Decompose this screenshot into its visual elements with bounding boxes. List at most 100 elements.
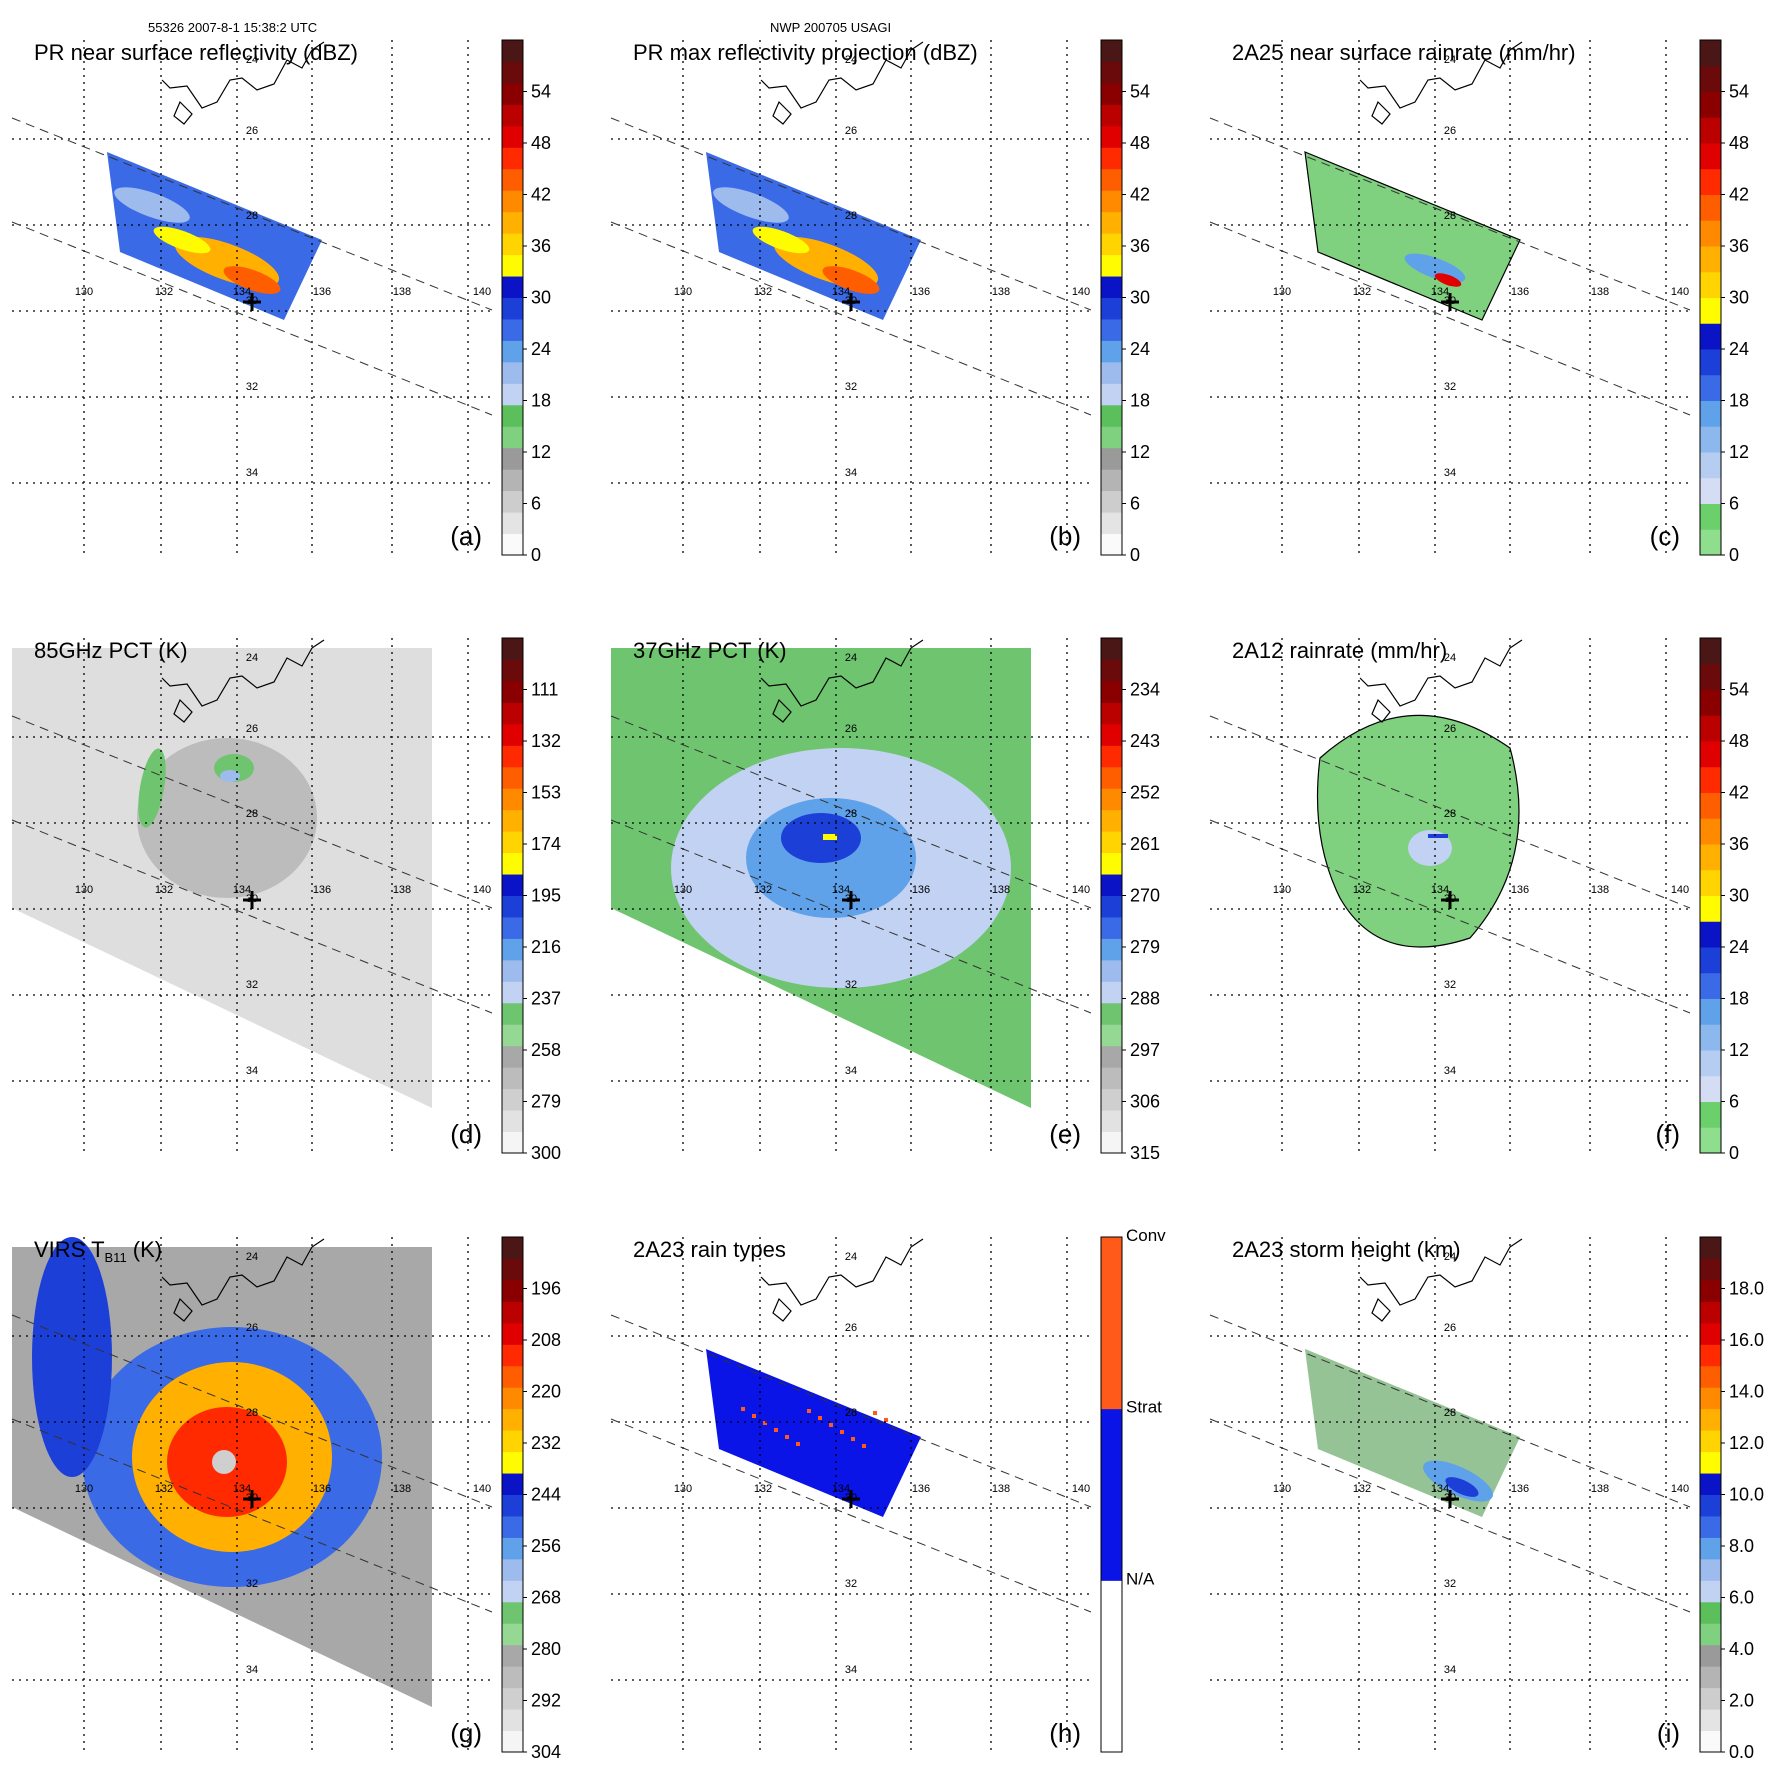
latitude-label: 24 (1444, 652, 1456, 664)
colorbar-swatch (502, 82, 523, 105)
colorbar-swatch (502, 512, 523, 535)
storm-center-marker (1441, 891, 1459, 909)
colorbar-tick-label: 0 (1130, 545, 1140, 565)
rainrate-core (1428, 834, 1448, 838)
latitude-label: 24 (246, 54, 258, 66)
longitude-label: 132 (155, 286, 173, 298)
panel-title: 2A23 storm height (km) (1232, 1237, 1461, 1262)
swath-edge-line (610, 1418, 1092, 1613)
colorbar: 304 292 280 268 256 244 232 220 208 196 (501, 1236, 561, 1762)
convective-pixel (796, 1442, 800, 1446)
colorbar-swatch (1101, 1024, 1122, 1047)
colorbar-swatch (1700, 117, 1721, 144)
latitude-label: 34 (1444, 1065, 1456, 1077)
longitude-label: 132 (1353, 884, 1371, 896)
reflectivity-core (822, 266, 880, 294)
colorbar-tick-label: 6 (531, 494, 541, 514)
colorbar-swatch (1700, 895, 1721, 922)
latitude-label: 34 (1444, 1664, 1456, 1676)
colorbar-swatch (1101, 723, 1122, 746)
coastline (760, 1238, 924, 1322)
colorbar-swatch (1700, 1258, 1721, 1281)
colorbar-swatch (502, 125, 523, 148)
storm-center-marker (243, 1490, 261, 1508)
colorbar: 0 6 12 18 24 30 36 42 48 54 (1100, 39, 1150, 565)
colorbar-swatch (1101, 852, 1122, 875)
longitude-label: 132 (754, 1483, 772, 1495)
colorbar-swatch (1700, 297, 1721, 324)
reflectivity-band (752, 226, 810, 254)
colorbar-tick-label: 288 (1130, 989, 1160, 1009)
colorbar-swatch (502, 1666, 523, 1689)
colorbar-swatch (502, 702, 523, 725)
colorbar-tick-label: 0 (1729, 1143, 1739, 1163)
cloud-shield (137, 738, 317, 898)
storm-center-marker (243, 293, 261, 311)
colorbar-swatch (1101, 276, 1122, 298)
colorbar-swatch (1700, 1365, 1721, 1388)
colorbar-swatch (502, 104, 523, 127)
colorbar-tick-label: 12.0 (1729, 1433, 1764, 1453)
panel-label: (b) (1049, 521, 1081, 551)
panel-title: 37GHz PCT (K) (633, 638, 787, 663)
colorbar-swatch (1700, 689, 1721, 716)
convective-pixel (807, 1409, 811, 1413)
colorbar-swatch (502, 1473, 523, 1495)
colorbar-tick-label: 42 (1729, 783, 1749, 803)
storm-header: NWP 200705 USAGI (770, 20, 892, 35)
colorbar-swatch (1700, 1322, 1721, 1345)
colorbar-swatch (502, 340, 523, 363)
colorbar-swatch (1700, 1666, 1721, 1689)
longitude-label: 136 (313, 1483, 331, 1495)
colorbar-swatch (1101, 745, 1122, 768)
colorbar-swatch (502, 254, 523, 277)
map-area: 130 132 134 136 138 140 34 32 30 28 26 24 (610, 1237, 1092, 1752)
colorbar-swatch (502, 916, 523, 939)
colorbar-tick-label: 24 (1130, 339, 1150, 359)
swath-edge-line (1209, 1418, 1691, 1613)
colorbar-tick-label: 48 (1130, 133, 1150, 153)
reflectivity-band (153, 226, 211, 254)
colorbar-swatch (502, 404, 523, 427)
colorbar-tick-label: 16.0 (1729, 1330, 1764, 1350)
colorbar-tick-label: 220 (531, 1382, 561, 1402)
colorbar-swatch (1700, 1473, 1721, 1495)
panel-label: (i) (1657, 1718, 1680, 1748)
colorbar-tick-label: 18 (1729, 989, 1749, 1009)
longitude-label: 134 (1431, 1483, 1449, 1495)
latitude-label: 26 (246, 1322, 258, 1334)
colorbar-tick-label: 258 (531, 1040, 561, 1060)
emission-core (781, 813, 861, 863)
colorbar-tick-label: 30 (1729, 288, 1749, 308)
colorbar-swatch (502, 1258, 523, 1281)
colorbar-swatch (1101, 1002, 1122, 1025)
longitude-label: 130 (1273, 884, 1291, 896)
colorbar-swatch (502, 361, 523, 384)
longitude-label: 136 (912, 884, 930, 896)
colorbar-swatch (1101, 981, 1122, 1004)
map-area: 130 132 134 136 138 140 34 32 30 28 26 24 (1209, 638, 1691, 1153)
colorbar-swatch (502, 874, 523, 896)
colorbar-tick-label: 12 (1130, 442, 1150, 462)
colorbar-swatch (1700, 1687, 1721, 1710)
colorbar-swatch (1101, 1237, 1122, 1410)
longitude-label: 136 (1511, 286, 1529, 298)
pr-swath (1304, 151, 1521, 321)
colorbar-tick-label: 196 (531, 1279, 561, 1299)
colorbar-swatch (502, 1558, 523, 1581)
longitude-label: 140 (1072, 1483, 1090, 1495)
colorbar-swatch (1101, 1110, 1122, 1133)
cold-cloud (32, 1237, 112, 1477)
rainrate-band (1404, 253, 1466, 283)
colorbar-swatch (1700, 741, 1721, 768)
coastline (161, 41, 325, 125)
latitude-label: 32 (1444, 1578, 1456, 1590)
colorbar-swatch (1101, 383, 1122, 406)
latitude-label: 28 (845, 210, 857, 222)
colorbar-swatch (502, 297, 523, 320)
colorbar-swatch (502, 1644, 523, 1667)
colorbar-swatch (1700, 844, 1721, 871)
latitude-label: 32 (246, 1578, 258, 1590)
colorbar-tick-label: 2.0 (1729, 1691, 1754, 1711)
colorbar: 0 6 12 18 24 30 36 42 48 54 (1699, 39, 1749, 565)
